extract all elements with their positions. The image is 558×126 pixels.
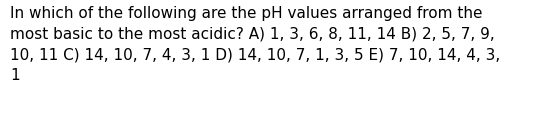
- Text: In which of the following are the pH values arranged from the
most basic to the : In which of the following are the pH val…: [10, 6, 501, 83]
